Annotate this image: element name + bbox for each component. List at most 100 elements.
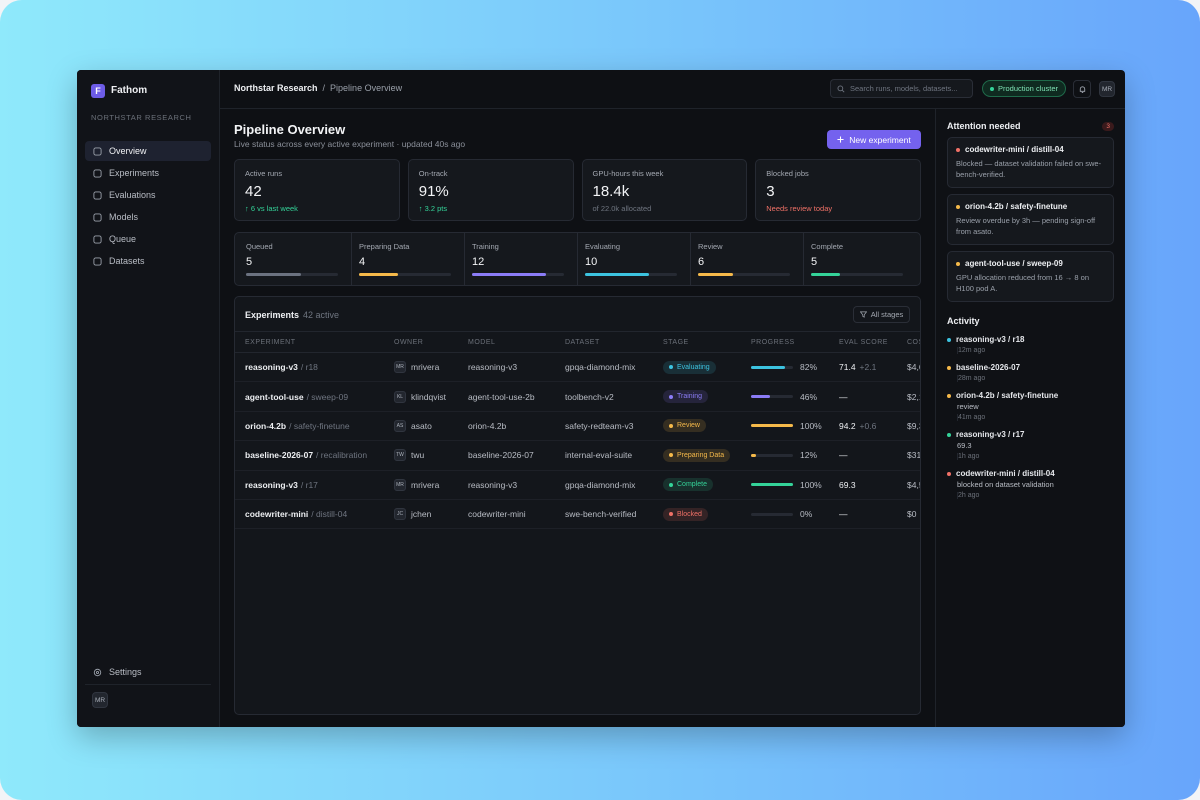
cluster-pill[interactable]: Production cluster — [982, 80, 1067, 97]
experiment-row[interactable]: reasoning-v3/ r18 MR mrivera reasoning-v3 gp… — [235, 352, 920, 383]
status-dot — [956, 147, 960, 152]
activity-header: Activity — [947, 316, 1114, 326]
run-name: / recalibration — [316, 450, 368, 461]
notifications-button[interactable] — [1073, 80, 1091, 98]
status-dot — [947, 432, 951, 437]
badge-dot — [669, 482, 673, 487]
panel-title-text: Experiments — [245, 310, 300, 320]
model-cell: codewriter-mini — [468, 499, 565, 530]
search-box[interactable]: Search runs, models, datasets... — [830, 79, 973, 98]
activity-title: orion-4.2b / safety-finetune — [947, 391, 1114, 400]
nav-item[interactable]: Models — [85, 207, 211, 227]
nav-label: Evaluations — [109, 190, 156, 200]
attention-title: orion-4.2b / safety-finetune — [956, 202, 1105, 211]
search-icon — [837, 85, 845, 93]
activity-time: 28m ago — [957, 375, 1114, 382]
progress-bar — [751, 395, 771, 399]
owner-avatar: KL — [394, 390, 406, 403]
progress-bar — [751, 483, 793, 487]
user-avatar[interactable]: MR — [92, 692, 108, 708]
stat-label: On-track — [418, 169, 448, 178]
table-body: reasoning-v3/ r18 MR mrivera reasoning-v3 gp… — [235, 352, 920, 530]
owner-cell: KL klindqvist — [394, 381, 468, 412]
progress-label: 0% — [800, 509, 813, 520]
breadcrumb-item: Pipeline Overview — [330, 83, 403, 93]
progress: 100% — [751, 480, 839, 490]
experiment-row[interactable]: orion-4.2b / safety-finetune AS asato orion-… — [235, 411, 920, 442]
progress: 100% — [751, 421, 839, 431]
badge-dot — [669, 512, 673, 517]
column-header: DATASET — [565, 331, 663, 353]
stage-cell: Complete — [663, 470, 751, 500]
attention-name: codewriter-mini / distill-04 — [965, 145, 1064, 154]
stat-note: of 22.0k allocated — [592, 204, 652, 213]
activity-item: codewriter-mini / distill-04 blocked on d… — [947, 469, 1114, 499]
header-row: EXPERIMENT OWNER MODEL DATASET STAGE PROGRESS… — [235, 331, 920, 353]
experiment-cell: reasoning-v3/ r18 — [235, 352, 394, 383]
stage-bar — [585, 273, 650, 276]
progress-cell: 0% — [751, 499, 839, 530]
stage-count: 5 — [811, 256, 818, 268]
nav-icon — [93, 212, 102, 222]
nav-item[interactable]: Overview — [85, 141, 211, 161]
owner: MR mrivera — [394, 478, 468, 491]
activity-time: 12m ago — [957, 347, 1114, 354]
panel-count: 42 active — [303, 310, 340, 320]
stat-value: 42 — [245, 183, 262, 200]
activity-name: codewriter-mini / distill-04 — [956, 469, 1055, 478]
activity-title: reasoning-v3 / r18 — [947, 335, 1114, 344]
activity-name: baseline-2026-07 — [956, 363, 1021, 372]
model-cell: orion-4.2b — [468, 411, 565, 442]
nav-label: Overview — [109, 146, 147, 156]
stage-cell: Preparing Data — [663, 440, 751, 471]
progress-label: 46% — [800, 391, 818, 402]
progress-label: 100% — [800, 420, 822, 431]
nav-item[interactable]: Experiments — [85, 163, 211, 183]
attention-card[interactable]: codewriter-mini / distill-04 Blocked — da… — [947, 137, 1114, 188]
owner: JC jchen — [394, 508, 468, 521]
nav-item[interactable]: Evaluations — [85, 185, 211, 205]
eval-score: 71.4 — [839, 362, 856, 373]
owner-name: mrivera — [411, 479, 440, 490]
experiment-cell: reasoning-v3/ r17 — [235, 470, 394, 500]
stage-cell: Training — [663, 381, 751, 412]
owner-avatar: AS — [394, 419, 406, 432]
stage-track — [811, 273, 903, 276]
activity-item: reasoning-v3 / r18 12m ago — [947, 335, 1114, 354]
attention-count: 3 — [1102, 121, 1114, 131]
nav-label: Datasets — [109, 256, 145, 266]
experiment-row[interactable]: agent-tool-use / sweep-09 KL klindqvist agen… — [235, 381, 920, 412]
stage-track — [359, 273, 451, 276]
nav-icon — [93, 146, 102, 156]
nav-item[interactable]: Queue — [85, 229, 211, 249]
stage: Evaluating 10 — [577, 233, 690, 285]
attention-card[interactable]: agent-tool-use / sweep-09 GPU allocation … — [947, 251, 1114, 302]
nav-item[interactable]: Datasets — [85, 251, 211, 271]
nav-icon — [93, 234, 102, 244]
owner-avatar: MR — [394, 361, 406, 374]
attention-card[interactable]: orion-4.2b / safety-finetune Review overd… — [947, 194, 1114, 245]
settings-link[interactable]: Settings — [93, 667, 142, 677]
badge-dot — [669, 365, 673, 370]
column-header: EVAL SCORE — [839, 331, 907, 353]
score-cell: — — [839, 381, 907, 412]
experiment-row[interactable]: baseline-2026-07/ recalibration TW twu base… — [235, 440, 920, 471]
bell-icon — [1079, 85, 1085, 93]
stage-filter[interactable]: All stages — [853, 306, 910, 323]
model-cell: baseline-2026-07 — [468, 440, 565, 471]
owner: MR mrivera — [394, 361, 468, 374]
dataset-cell: swe-bench-verified — [565, 499, 663, 530]
experiment-name: orion-4.2b — [245, 420, 287, 431]
owner-avatar: MR — [394, 478, 406, 491]
status-dot — [956, 204, 960, 209]
experiment-row[interactable]: reasoning-v3/ r17 MR mrivera reasoning-v3 gp… — [235, 470, 920, 500]
badge-dot — [669, 423, 673, 428]
stat-note: ↑ 6 vs last week — [245, 204, 298, 213]
user-avatar[interactable]: MR — [1099, 81, 1115, 97]
settings-icon — [93, 668, 102, 676]
score-cell: 69.3 — [839, 470, 907, 500]
new-experiment-button[interactable]: New experiment — [827, 130, 921, 149]
experiment-row[interactable]: codewriter-mini / distill-04 JC jchen codewr… — [235, 499, 920, 530]
status-dot — [947, 365, 951, 370]
